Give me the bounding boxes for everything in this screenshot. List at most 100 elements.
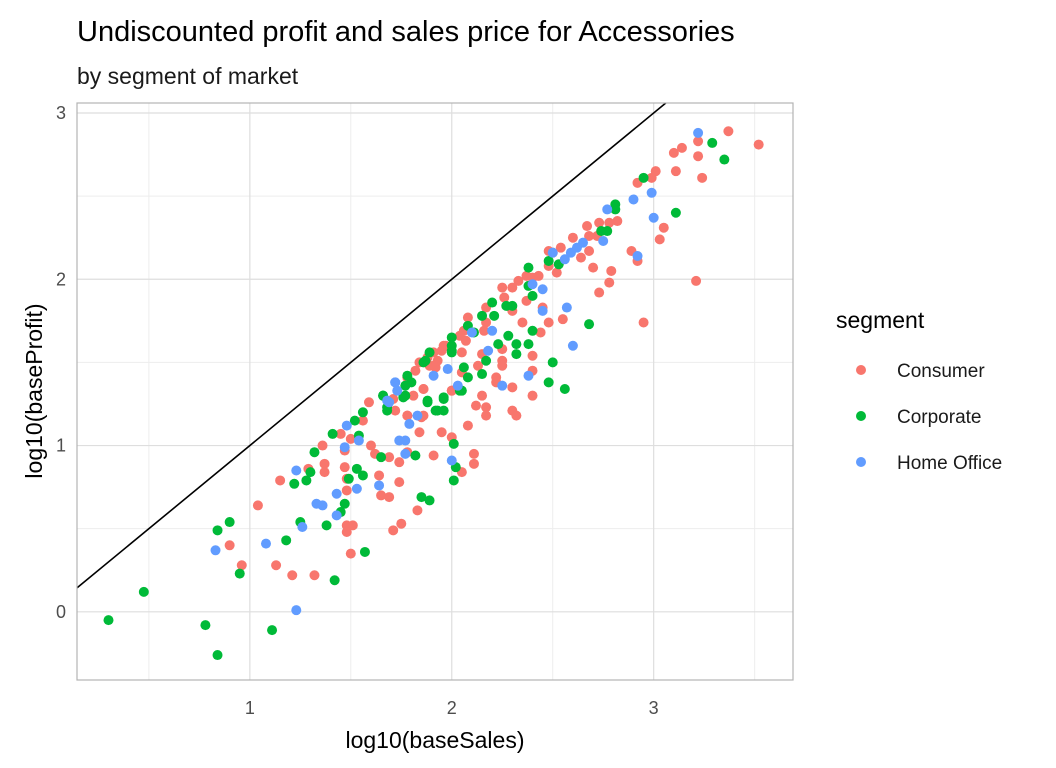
point-corporate — [477, 310, 488, 321]
point-consumer — [287, 570, 298, 581]
point-consumer — [691, 275, 702, 286]
point-consumer — [606, 265, 617, 276]
point-consumer — [402, 410, 413, 421]
point-corporate — [527, 290, 538, 301]
point-corporate — [511, 349, 522, 360]
point-corporate — [224, 517, 235, 528]
point-corporate — [559, 384, 570, 395]
point-consumer — [236, 560, 247, 571]
point-corporate — [458, 362, 469, 373]
point-home-office — [404, 418, 415, 429]
point-consumer — [612, 216, 623, 227]
point-consumer — [477, 390, 488, 401]
point-consumer — [575, 252, 586, 263]
point-consumer — [507, 382, 518, 393]
point-corporate — [200, 620, 211, 631]
chart-subtitle: by segment of market — [77, 63, 299, 89]
point-consumer — [252, 500, 263, 511]
point-corporate — [547, 357, 558, 368]
point-home-office — [341, 420, 352, 431]
point-home-office — [400, 448, 411, 459]
point-consumer — [693, 151, 704, 162]
legend-key-home-office — [856, 457, 866, 467]
point-home-office — [297, 522, 308, 533]
point-corporate — [301, 475, 312, 486]
point-consumer — [335, 428, 346, 439]
point-consumer — [543, 317, 554, 328]
point-consumer — [513, 275, 524, 286]
point-home-office — [291, 605, 302, 616]
point-home-office — [602, 204, 613, 215]
point-consumer — [521, 270, 532, 281]
point-consumer — [507, 282, 518, 293]
point-corporate — [138, 586, 149, 597]
point-home-office — [497, 380, 508, 391]
point-consumer — [412, 505, 423, 516]
point-corporate — [610, 204, 621, 215]
point-corporate — [493, 339, 504, 350]
point-corporate — [212, 525, 223, 536]
point-corporate — [503, 330, 514, 341]
point-consumer — [275, 475, 286, 486]
point-corporate — [481, 355, 492, 366]
point-consumer — [345, 433, 356, 444]
point-consumer — [511, 410, 522, 421]
point-home-office — [632, 250, 643, 261]
point-corporate — [234, 568, 245, 579]
point-corporate — [489, 310, 500, 321]
y-tick-label: 1 — [56, 436, 66, 456]
point-consumer — [668, 147, 679, 158]
point-consumer — [517, 317, 528, 328]
point-home-office — [331, 510, 342, 521]
point-consumer — [497, 282, 508, 293]
point-corporate — [359, 546, 370, 557]
point-corporate — [432, 405, 443, 416]
point-consumer — [646, 172, 657, 183]
point-consumer — [584, 245, 595, 256]
point-consumer — [604, 277, 615, 288]
point-consumer — [414, 427, 425, 438]
x-tick-label: 3 — [649, 698, 659, 718]
point-consumer — [410, 365, 421, 376]
point-corporate — [477, 369, 488, 380]
point-consumer — [594, 287, 605, 298]
point-consumer — [309, 570, 320, 581]
point-corporate — [398, 392, 409, 403]
point-consumer — [271, 560, 282, 571]
point-corporate — [410, 450, 421, 461]
point-home-office — [646, 187, 657, 198]
point-consumer — [436, 427, 447, 438]
chart-title: Undiscounted profit and sales price for … — [77, 16, 735, 48]
point-consumer — [345, 548, 356, 559]
point-consumer — [347, 520, 358, 531]
point-consumer — [481, 402, 492, 413]
y-tick-label: 3 — [56, 103, 66, 123]
point-consumer — [376, 490, 387, 501]
point-corporate — [507, 300, 518, 311]
point-corporate — [523, 262, 534, 273]
point-corporate — [719, 154, 730, 165]
point-corporate — [416, 492, 427, 503]
point-corporate — [424, 495, 435, 506]
point-consumer — [499, 292, 510, 303]
point-corporate — [329, 575, 340, 586]
point-corporate — [339, 498, 350, 509]
point-consumer — [582, 221, 593, 232]
point-home-office — [351, 483, 362, 494]
point-consumer — [408, 390, 419, 401]
point-corporate — [448, 438, 459, 449]
x-axis-title: log10(baseSales) — [345, 727, 524, 753]
point-corporate — [543, 377, 554, 388]
legend-label-home-office: Home Office — [897, 453, 1002, 474]
point-corporate — [357, 407, 368, 418]
point-consumer — [497, 360, 508, 371]
point-consumer — [456, 347, 467, 358]
point-home-office — [394, 435, 405, 446]
reference-line — [76, 102, 667, 589]
point-corporate — [438, 392, 449, 403]
point-consumer — [654, 234, 665, 245]
point-home-office — [561, 302, 572, 313]
point-home-office — [382, 395, 393, 406]
point-corporate — [321, 520, 332, 531]
